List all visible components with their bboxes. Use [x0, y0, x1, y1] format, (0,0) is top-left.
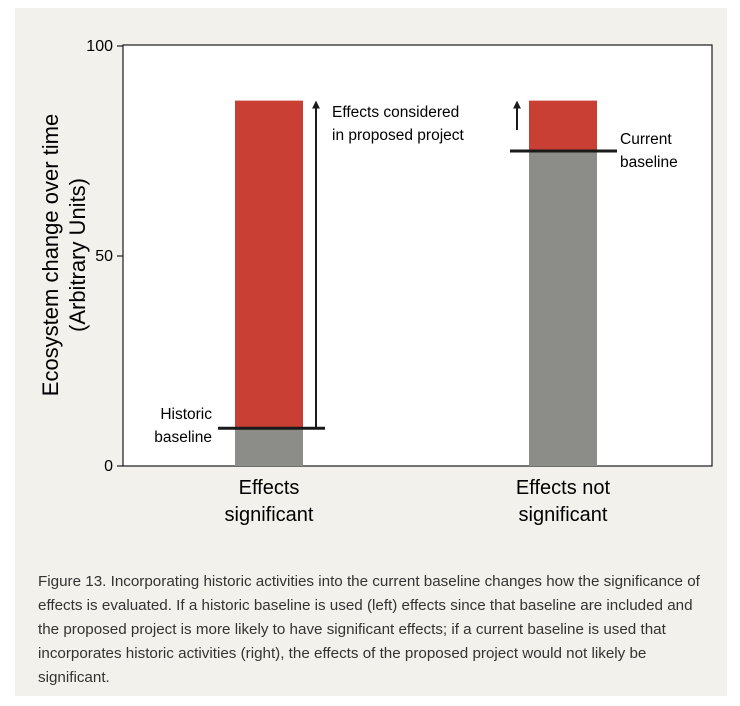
bar-effects-not-significant-baseline-segment — [529, 151, 597, 466]
current-baseline-label-line1: Current — [620, 131, 672, 148]
historic-baseline-label-line1: Historic — [160, 406, 212, 423]
chart: 0 50 100 Ecosystem change over time (Arb… — [38, 38, 713, 526]
bar-effects-significant-baseline-segment — [235, 428, 303, 466]
y-axis-label-group: Ecosystem change over time (Arbitrary Un… — [38, 114, 90, 396]
annotation-effects-line1: Effects considered — [332, 104, 459, 121]
y-tick-label-100: 100 — [86, 38, 113, 55]
current-baseline-label-line2: baseline — [620, 154, 678, 171]
y-tick-label-50: 50 — [95, 248, 113, 265]
bar-effects-not-significant-effects-segment — [529, 100, 597, 151]
category-label-1-line2: significant — [519, 504, 608, 526]
category-label-1-line1: Effects not — [516, 477, 611, 499]
y-axis-label: Ecosystem change over time — [38, 114, 63, 396]
category-label-0-line2: significant — [225, 504, 314, 526]
y-axis-units: (Arbitrary Units) — [65, 178, 90, 332]
bar-effects-significant-effects-segment — [235, 100, 303, 429]
plot-area — [122, 44, 713, 467]
historic-baseline-label-line2: baseline — [154, 429, 212, 446]
figure-caption: Figure 13. Incorporating historic activi… — [38, 573, 700, 686]
annotation-effects-line2: in proposed project — [332, 127, 465, 144]
category-label-0-line1: Effects — [239, 477, 300, 499]
y-tick-label-0: 0 — [104, 458, 113, 475]
